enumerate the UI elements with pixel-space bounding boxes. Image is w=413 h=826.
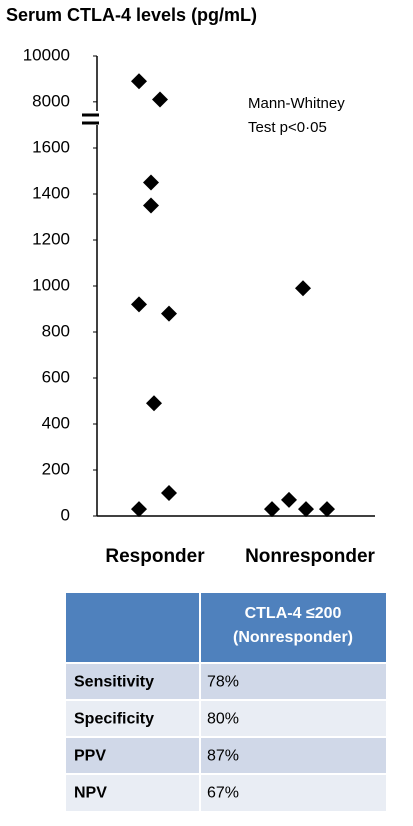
table-header-text: (Nonresponder) xyxy=(233,629,353,646)
table-row xyxy=(66,700,386,737)
point xyxy=(143,197,159,214)
table-value: 67% xyxy=(207,785,239,802)
point xyxy=(152,91,168,108)
table-header xyxy=(66,593,386,663)
y-tick-label: 1200 xyxy=(32,229,70,248)
x-tick-label: Responder xyxy=(105,546,205,567)
y-tick-label: 8000 xyxy=(32,91,70,110)
point xyxy=(131,296,147,313)
x-tick-label: Nonresponder xyxy=(245,546,375,567)
table-row xyxy=(66,737,386,774)
point xyxy=(146,395,162,412)
point xyxy=(319,501,335,518)
table-row xyxy=(66,774,386,811)
y-tick-label: 10000 xyxy=(23,45,70,64)
y-tick-label: 400 xyxy=(42,413,70,432)
point xyxy=(131,501,147,518)
y-tick-label: 800 xyxy=(42,321,70,340)
annotation: Test p<0·05 xyxy=(248,119,327,136)
table-value: 80% xyxy=(207,711,239,728)
y-tick-label: 0 xyxy=(61,505,70,524)
table-label: NPV xyxy=(74,785,107,802)
y-tick-label: 1600 xyxy=(32,137,70,156)
point xyxy=(161,305,177,322)
table-label: Specificity xyxy=(74,711,154,728)
point xyxy=(295,280,311,297)
point xyxy=(264,501,280,518)
table-label: Sensitivity xyxy=(74,674,154,691)
point xyxy=(298,501,314,518)
y-tick-label: 200 xyxy=(42,459,70,478)
point xyxy=(143,174,159,191)
y-tick-label: 1000 xyxy=(32,275,70,294)
annotation: Mann-Whitney xyxy=(248,95,345,112)
point xyxy=(281,491,297,508)
y-tick-label: 600 xyxy=(42,367,70,386)
point xyxy=(131,73,147,90)
point xyxy=(161,485,177,501)
table-header-text: CTLA-4 ≤200 xyxy=(245,605,342,622)
table-row xyxy=(66,663,386,700)
y-tick-label: 1400 xyxy=(32,183,70,202)
table-value: 78% xyxy=(207,674,239,691)
table-value: 87% xyxy=(207,748,239,765)
table-label: PPV xyxy=(74,748,106,765)
chart-title: Serum CTLA-4 levels (pg/mL) xyxy=(6,5,257,25)
